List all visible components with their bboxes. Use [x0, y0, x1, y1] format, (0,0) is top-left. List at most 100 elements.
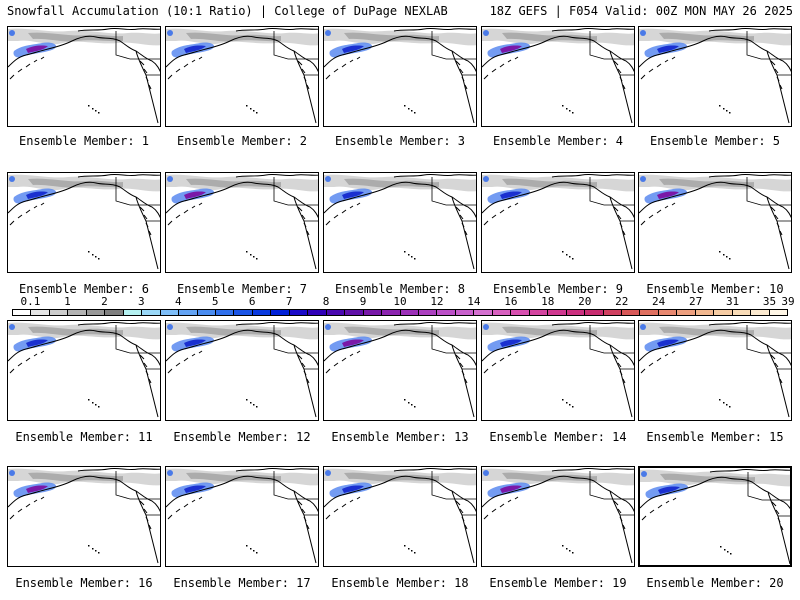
colorbar-swatch: [695, 310, 715, 315]
colorbar-tick-label: 20: [578, 295, 592, 308]
ensemble-member-label: Ensemble Member: 4: [492, 134, 624, 148]
colorbar-tick-label: 3: [138, 295, 145, 308]
ensemble-member-map: [7, 26, 161, 127]
colorbar-swatch: [271, 310, 290, 315]
colorbar-swatch: [714, 310, 733, 315]
ensemble-member-map: [165, 466, 319, 567]
ensemble-member-label: Ensemble Member: 17: [173, 576, 311, 590]
colorbar-tick-label: 1: [64, 295, 71, 308]
colorbar-swatch: [437, 310, 456, 315]
ensemble-member-label: Ensemble Member: 3: [334, 134, 466, 148]
colorbar-swatch: [732, 310, 752, 315]
colorbar-swatch: [603, 310, 622, 315]
map-canvas: [166, 321, 318, 418]
ensemble-member-map: [481, 466, 635, 567]
ensemble-member-map: [7, 320, 161, 421]
ensemble-member-label: Ensemble Member: 10: [646, 282, 784, 296]
colorbar-swatch: [621, 310, 641, 315]
colorbar-swatch: [234, 310, 253, 315]
colorbar-swatch: [345, 310, 364, 315]
colorbar-tick-label: 9: [359, 295, 367, 308]
map-canvas: [166, 467, 318, 564]
colorbar-swatch: [677, 310, 696, 315]
colorbar-swatch: [86, 310, 106, 315]
ensemble-member-label: Ensemble Member: 19: [489, 576, 627, 590]
colorbar-swatch: [455, 310, 475, 315]
colorbar-swatch: [31, 310, 50, 315]
colorbar-tick-label: 27: [688, 295, 703, 308]
colorbar-swatch: [640, 310, 659, 315]
map-canvas: [166, 27, 318, 124]
colorbar-swatch: [400, 310, 419, 315]
map-canvas: [8, 173, 160, 270]
ensemble-member-map: [481, 320, 635, 421]
colorbar-swatch: [49, 310, 69, 315]
colorbar-tick-label: 16: [504, 295, 518, 308]
colorbar-swatch: [511, 310, 530, 315]
map-canvas: [8, 467, 160, 564]
ensemble-member-map: [165, 172, 319, 273]
map-canvas: [8, 321, 160, 418]
ensemble-member-label: Ensemble Member: 1: [18, 134, 150, 148]
colorbar-swatch: [769, 310, 788, 315]
map-canvas: [482, 27, 634, 124]
colorbar-tick-label: 5: [211, 295, 219, 308]
run-valid-time: 18Z GEFS | F054 Valid: 00Z MON MAY 26 20…: [489, 4, 793, 18]
ensemble-member-map: [7, 172, 161, 273]
colorbar-swatch: [474, 310, 493, 315]
ensemble-member-map: [638, 466, 792, 567]
colorbar-tick-label: 12: [430, 295, 444, 308]
ensemble-member-label: Ensemble Member: 20: [646, 576, 784, 590]
colorbar-swatch: [529, 310, 549, 315]
snowfall-colorbar: [12, 309, 788, 316]
ensemble-member-label: Ensemble Member: 8: [334, 282, 466, 296]
colorbar-swatch: [13, 310, 32, 315]
map-canvas: [482, 467, 634, 564]
ensemble-member-label: Ensemble Member: 16: [15, 576, 153, 590]
colorbar-tick-label: 7: [285, 295, 293, 308]
ensemble-member-map: [481, 26, 635, 127]
map-canvas: [482, 173, 634, 270]
ensemble-member-label: Ensemble Member: 12: [173, 430, 311, 444]
colorbar-tick-label: 4: [174, 295, 182, 308]
ensemble-member-map: [165, 320, 319, 421]
map-canvas: [324, 321, 476, 418]
colorbar-swatch: [179, 310, 198, 315]
ensemble-member-label: Ensemble Member: 2: [176, 134, 308, 148]
ensemble-member-map: [323, 466, 477, 567]
ensemble-member-label: Ensemble Member: 5: [649, 134, 781, 148]
colorbar-swatch: [142, 310, 161, 315]
colorbar-swatch: [215, 310, 235, 315]
colorbar-swatch: [382, 310, 401, 315]
ensemble-member-map: [481, 172, 635, 273]
map-canvas: [482, 321, 634, 418]
ensemble-member-map: [323, 320, 477, 421]
colorbar-tick-label: 14: [467, 295, 481, 308]
ensemble-member-label: Ensemble Member: 11: [15, 430, 153, 444]
colorbar-swatch: [105, 310, 124, 315]
ensemble-member-map: [323, 172, 477, 273]
colorbar-swatch: [492, 310, 512, 315]
colorbar-swatch: [363, 310, 383, 315]
colorbar-swatch: [160, 310, 180, 315]
colorbar-swatch: [751, 310, 770, 315]
map-canvas: [324, 173, 476, 270]
colorbar-tick-label: 22: [615, 295, 629, 308]
ensemble-member-label: Ensemble Member: 7: [176, 282, 308, 296]
colorbar-tick-label: 39: [781, 295, 795, 308]
ensemble-member-map: [323, 26, 477, 127]
colorbar-swatch: [658, 310, 678, 315]
map-canvas: [639, 27, 791, 124]
ensemble-member-label: Ensemble Member: 15: [646, 430, 784, 444]
colorbar-swatch: [308, 310, 327, 315]
ensemble-member-label: Ensemble Member: 9: [492, 282, 624, 296]
colorbar-swatch: [418, 310, 438, 315]
ensemble-member-map: [7, 466, 161, 567]
colorbar-swatch: [289, 310, 309, 315]
ensemble-member-map: [638, 172, 792, 273]
ensemble-member-label: Ensemble Member: 14: [489, 430, 627, 444]
map-canvas: [166, 173, 318, 270]
map-canvas: [639, 173, 791, 270]
ensemble-member-label: Ensemble Member: 6: [18, 282, 150, 296]
